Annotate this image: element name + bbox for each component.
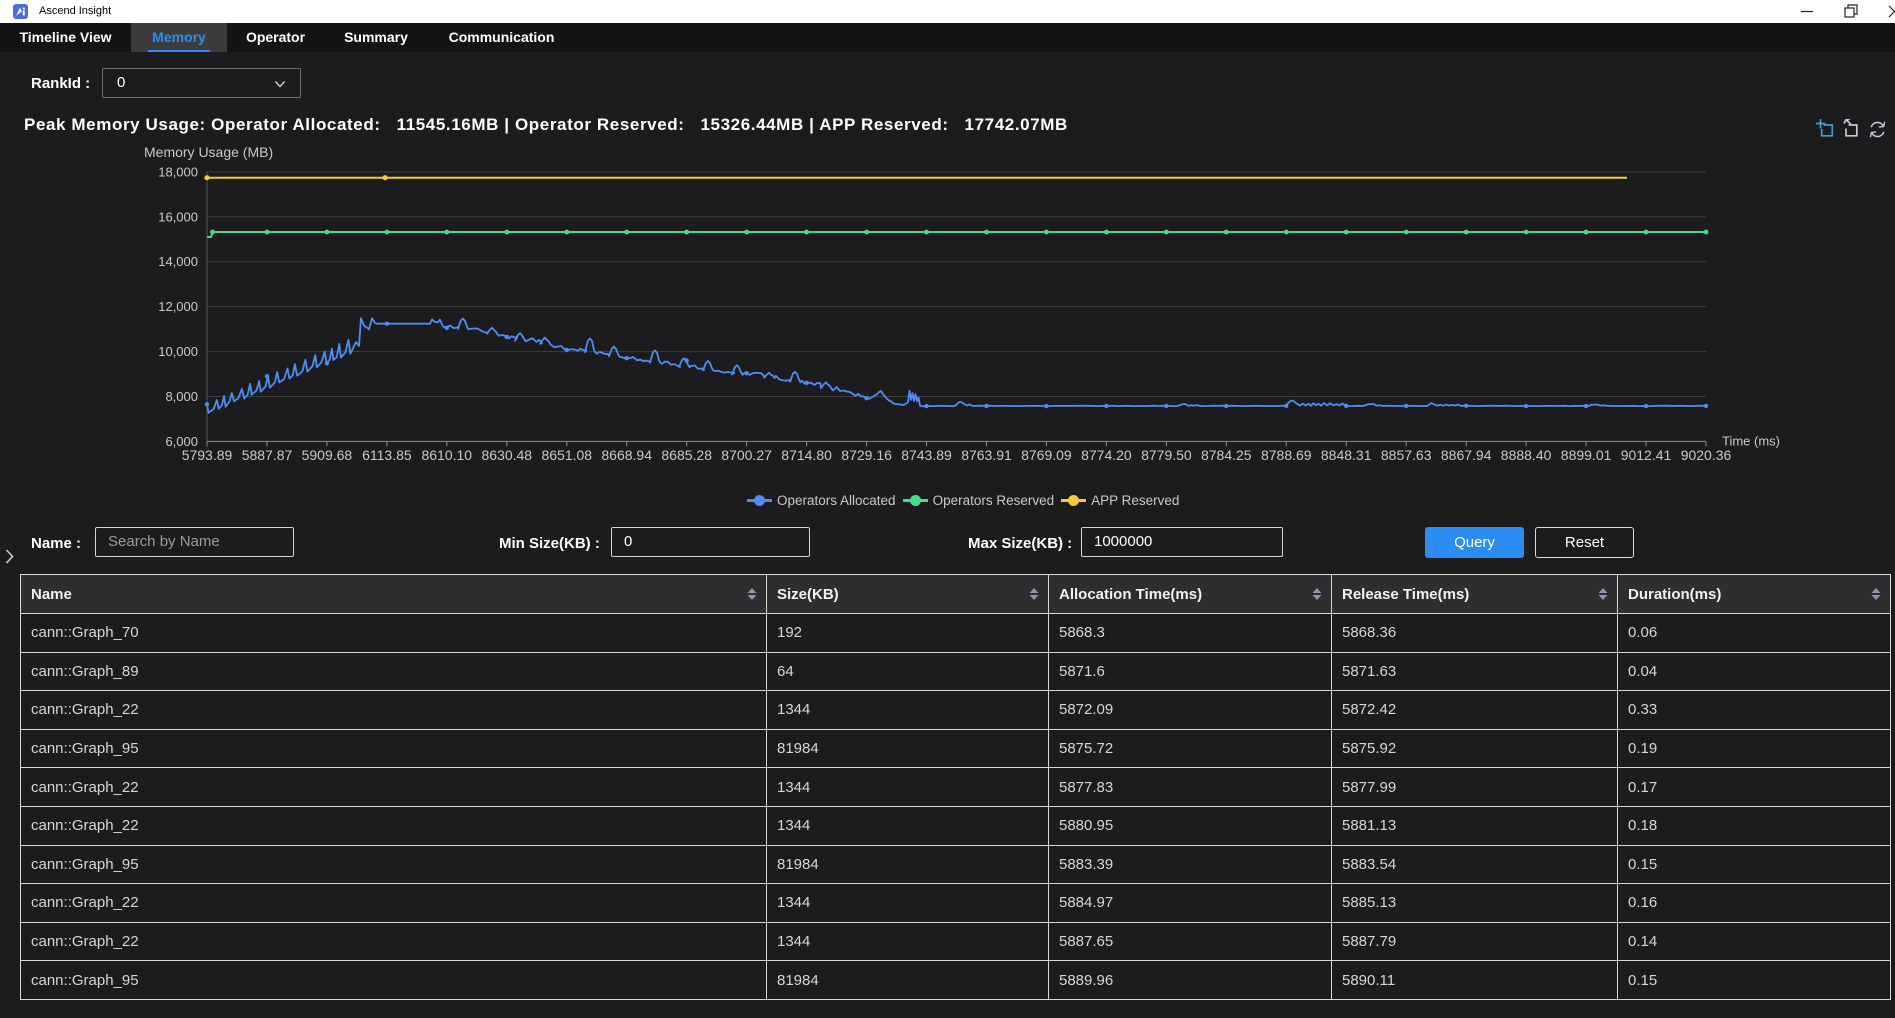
svg-text:18,000: 18,000	[158, 164, 198, 179]
svg-text:8630.48: 8630.48	[481, 447, 532, 463]
svg-text:8651.08: 8651.08	[541, 447, 592, 463]
svg-text:9020.36: 9020.36	[1681, 447, 1732, 463]
svg-text:Time (ms): Time (ms)	[1722, 433, 1780, 448]
svg-text:6,000: 6,000	[165, 434, 198, 449]
svg-text:8743.89: 8743.89	[901, 447, 952, 463]
svg-text:8784.25: 8784.25	[1201, 447, 1252, 463]
svg-text:8788.69: 8788.69	[1261, 447, 1312, 463]
svg-text:8,000: 8,000	[165, 389, 198, 404]
svg-text:8668.94: 8668.94	[601, 447, 652, 463]
svg-text:8848.31: 8848.31	[1321, 447, 1372, 463]
svg-text:6113.85: 6113.85	[362, 447, 412, 463]
svg-text:8700.27: 8700.27	[721, 447, 772, 463]
svg-text:16,000: 16,000	[158, 209, 198, 224]
svg-text:8610.10: 8610.10	[421, 447, 472, 463]
svg-text:8685.28: 8685.28	[661, 447, 712, 463]
svg-text:12,000: 12,000	[158, 299, 198, 314]
svg-text:5887.87: 5887.87	[242, 447, 293, 463]
svg-text:8779.50: 8779.50	[1141, 447, 1192, 463]
svg-text:8888.40: 8888.40	[1501, 447, 1552, 463]
svg-text:8899.01: 8899.01	[1561, 447, 1612, 463]
svg-text:9012.41: 9012.41	[1621, 447, 1672, 463]
svg-text:8769.09: 8769.09	[1021, 447, 1072, 463]
svg-text:8714.80: 8714.80	[781, 447, 832, 463]
svg-text:10,000: 10,000	[158, 344, 198, 359]
svg-text:5793.89: 5793.89	[182, 447, 233, 463]
svg-text:14,000: 14,000	[158, 254, 198, 269]
svg-text:8867.94: 8867.94	[1441, 447, 1492, 463]
svg-text:8729.16: 8729.16	[841, 447, 892, 463]
svg-text:8774.20: 8774.20	[1081, 447, 1132, 463]
svg-text:5909.68: 5909.68	[302, 447, 353, 463]
svg-text:8857.63: 8857.63	[1381, 447, 1432, 463]
svg-text:8763.91: 8763.91	[961, 447, 1012, 463]
